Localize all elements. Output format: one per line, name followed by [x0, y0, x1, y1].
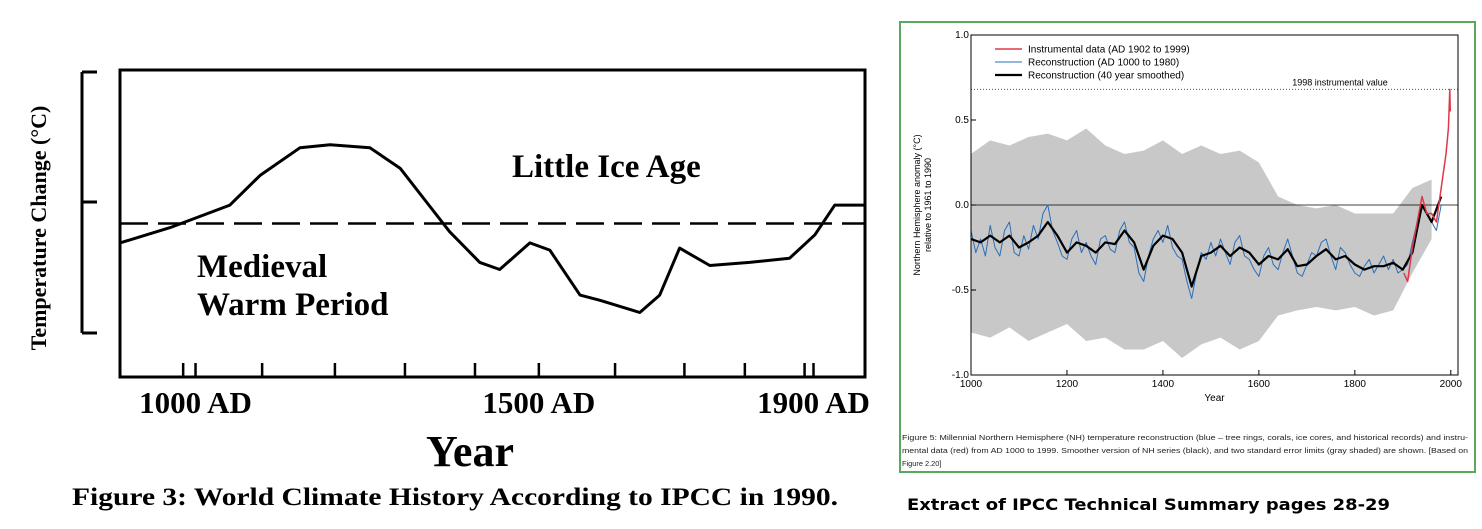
x-axis-title: Year [1204, 393, 1225, 404]
right-figure-frame [899, 21, 1476, 473]
annotation: Medieval [197, 249, 327, 285]
legend-label: Instrumental data (AD 1902 to 1999) [1028, 45, 1190, 56]
reference-label: 1998 instrumental value [1292, 77, 1388, 87]
y-axis-title: relative to 1961 to 1990 [923, 158, 933, 252]
y-axis-title: Northern Hemisphere anomaly (°C) [912, 134, 922, 275]
y-tick-label: 0.0 [955, 200, 969, 211]
y-tick-label: -1.0 [952, 370, 970, 381]
caption: Figure 3: World Climate History Accordin… [72, 484, 838, 511]
x-tick-label: 1500 AD [482, 385, 595, 420]
y-axis-title: Temperature Change (°C) [26, 106, 51, 351]
annotation: Warm Period [197, 287, 389, 323]
footer: Extract of IPCC Technical Summary pages … [907, 495, 1390, 514]
annotation: Little Ice Age [512, 149, 701, 185]
caption-line: Figure 5: Millennial Northern Hemisphere… [902, 433, 1469, 442]
y-tick-label: 0.5 [955, 115, 969, 126]
y-tick-label: 1.0 [955, 30, 969, 41]
caption-line: Figure 2.20] [902, 459, 941, 468]
x-tick-label: 1900 AD [757, 385, 870, 420]
x-tick-label: 1600 [1248, 379, 1271, 390]
left-y-bracket [80, 70, 97, 335]
x-tick-label: 1200 [1056, 379, 1079, 390]
legend-label: Reconstruction (AD 1000 to 1980) [1028, 58, 1179, 69]
y-tick-label: -0.5 [952, 285, 970, 296]
caption-line: mental data (red) from AD 1000 to 1999. … [902, 446, 1468, 455]
x-tick-label: 1000 [960, 379, 983, 390]
x-tick-label: 1400 [1152, 379, 1175, 390]
x-tick-label: 2000 [1440, 379, 1463, 390]
series-line [970, 196, 1443, 288]
x-axis-title: Year [426, 427, 514, 476]
temperature-line [119, 143, 865, 314]
plot-frame [118, 68, 867, 379]
x-tick-label: 1000 AD [139, 385, 252, 420]
uncertainty-band [971, 128, 1432, 358]
series-line [1403, 88, 1452, 283]
legend-label: Reconstruction (40 year smoothed) [1028, 71, 1184, 82]
x-tick-label: 1800 [1344, 379, 1367, 390]
